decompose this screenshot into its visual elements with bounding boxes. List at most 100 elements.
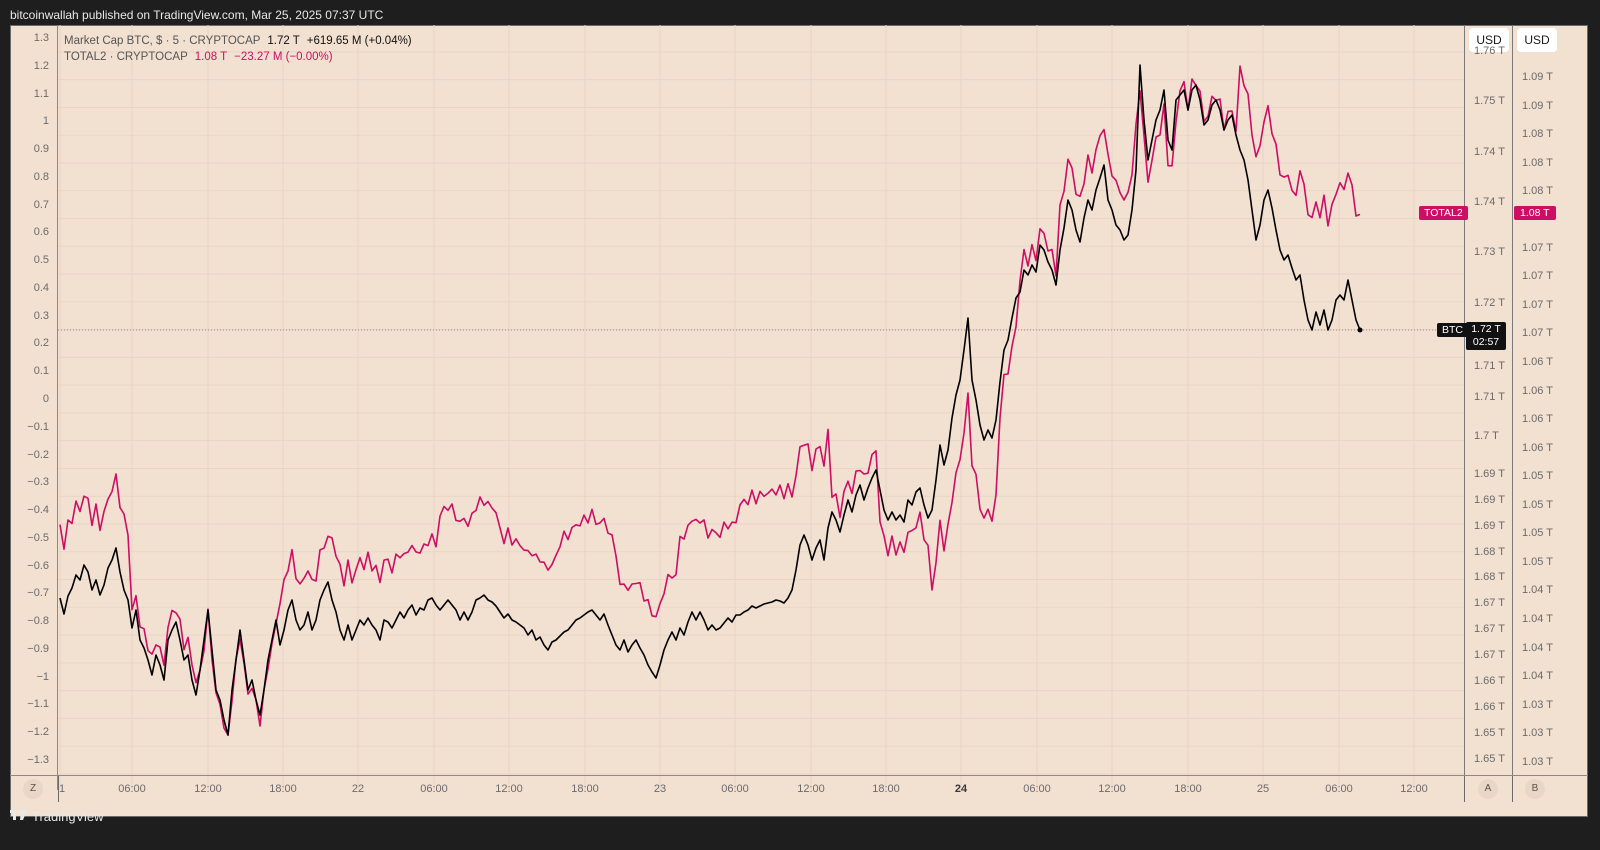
left-axis-tick: 0.6 (33, 226, 49, 239)
price-axis-tick: 1.09 T (1522, 100, 1553, 112)
auto-scale-b-button[interactable]: B (1525, 779, 1545, 799)
price-axis-tick: 1.65 T (1474, 727, 1505, 739)
price-axis-tick: 1.69 T (1474, 520, 1505, 532)
price-axis-tick: 1.68 T (1474, 571, 1505, 583)
auto-scale-a-button[interactable]: A (1478, 779, 1498, 799)
time-axis-tick: 12:00 (1400, 783, 1428, 795)
price-axis-tick: 1.08 T (1522, 157, 1553, 169)
price-axis-tick: 1.65 T (1474, 753, 1505, 765)
legend-total2-label: TOTAL2 · CRYPTOCAP (64, 51, 188, 63)
price-axis-tick: 1.03 T (1522, 727, 1553, 739)
tradingview-brand: TradingView (32, 809, 104, 824)
price-axis-tick: 1.06 T (1522, 385, 1553, 397)
zoom-corner-button[interactable]: Z (23, 779, 43, 799)
left-axis-tick: 1.2 (33, 59, 49, 72)
price-axis-tick: 1.07 T (1522, 242, 1553, 254)
price-axis-tick: 1.75 T (1474, 95, 1505, 107)
price-axis-tick: 1.06 T (1522, 356, 1553, 368)
legend-total2[interactable]: TOTAL2 · CRYPTOCAP 1.08 T −23.27 M (−0.0… (64, 49, 412, 65)
btc-candle-countdown: 02:57 (1472, 336, 1500, 348)
time-axis-tick: 18:00 (1174, 783, 1202, 795)
time-axis-tick: 18:00 (269, 783, 297, 795)
price-axis-tick: 1.07 T (1522, 327, 1553, 339)
time-axis-tick: 25 (1256, 783, 1270, 795)
tradingview-logo-icon (10, 809, 27, 824)
price-axis-tick: 1.72 T (1474, 297, 1505, 309)
left-axis-tick: 0.2 (33, 337, 49, 350)
left-axis-tick: 0.4 (33, 281, 49, 294)
time-axis-tick: 06:00 (1325, 783, 1353, 795)
price-axis-tick: 1.05 T (1522, 556, 1553, 568)
price-axis-tick: 1.71 T (1474, 391, 1505, 403)
left-axis-tick: −0.1 (27, 420, 49, 433)
time-axis-divider (58, 776, 59, 802)
left-axis-tick: −1 (36, 670, 49, 683)
legend-btc-change: +619.65 M (+0.04%) (306, 35, 412, 47)
price-axis-tick: 1.7 T (1474, 430, 1499, 442)
price-axis-tick: 1.06 T (1522, 442, 1553, 454)
legend-btc-value: 1.72 T (267, 35, 300, 47)
left-axis-tick: 1 (42, 115, 49, 128)
legend-total2-change: −23.27 M (−0.00%) (234, 51, 333, 63)
left-axis-tick: −0.7 (27, 587, 49, 600)
price-axis-tick: 1.05 T (1522, 527, 1553, 539)
price-axis-tick: 1.03 T (1522, 756, 1553, 768)
price-axis-tick: 1.09 T (1522, 71, 1553, 83)
left-axis-tick: −0.8 (27, 615, 49, 628)
price-axis-tick: 1.68 T (1474, 546, 1505, 558)
price-axis-tick: 1.71 T (1474, 360, 1505, 372)
left-axis-tick: −0.3 (27, 476, 49, 489)
time-axis-divider (1464, 776, 1465, 802)
time-axis-tick: 06:00 (420, 783, 448, 795)
time-axis-tick: 12:00 (194, 783, 222, 795)
legend-btc-label: Market Cap BTC, $ · 5 · CRYPTOCAP (64, 35, 261, 47)
legend-btc[interactable]: Market Cap BTC, $ · 5 · CRYPTOCAP 1.72 T… (64, 33, 412, 49)
left-axis-tick: −0.5 (27, 531, 49, 544)
price-axis-tick: 1.67 T (1474, 623, 1505, 635)
price-axis-tick: 1.76 T (1474, 45, 1505, 57)
btc-series-tag: BTC (1437, 323, 1468, 337)
price-axis-tick: 1.67 T (1474, 597, 1505, 609)
left-axis-tick: −1.3 (27, 754, 49, 767)
currency-button-b[interactable]: USD (1517, 28, 1557, 52)
published-banner: bitcoinwallah published on TradingView.c… (10, 8, 384, 22)
total2-price-label: 1.08 T (1514, 206, 1556, 220)
price-axis-tick: 1.05 T (1522, 470, 1553, 482)
price-axis-tick: 1.07 T (1522, 270, 1553, 282)
chart-plot-area[interactable] (58, 25, 1464, 790)
tradingview-logo[interactable]: TradingView (10, 809, 104, 824)
time-axis-tick: 06:00 (118, 783, 146, 795)
left-axis-tick: −1.1 (27, 698, 49, 711)
total2-series-tag: TOTAL2 (1419, 206, 1468, 220)
left-axis-tick: 0.8 (33, 170, 49, 183)
price-axis-tick: 1.04 T (1522, 670, 1553, 682)
left-axis-tick: 0.1 (33, 365, 49, 378)
price-axis-tick: 1.08 T (1522, 185, 1553, 197)
left-price-axis[interactable]: 1.3 1.2 1.1 1 0.9 0.8 0.7 0.6 0.5 0.4 0.3 0.2 0.1 0 −0… (10, 25, 58, 790)
total2-price-axis[interactable]: USD 1.09 T 1.09 T 1.08 T 1.08 T 1.08 T 1.07 T… (1512, 25, 1562, 790)
price-axis-tick: 1.73 T (1474, 246, 1505, 258)
left-axis-tick: −0.4 (27, 504, 49, 517)
chart-legend: Market Cap BTC, $ · 5 · CRYPTOCAP 1.72 T… (64, 33, 412, 65)
legend-total2-value: 1.08 T (194, 51, 227, 63)
left-axis-tick: 0.7 (33, 198, 49, 211)
price-axis-tick: 1.74 T (1474, 196, 1505, 208)
price-axis-tick: 1.67 T (1474, 649, 1505, 661)
time-axis[interactable]: Z A B 1 06:00 12:00 18:00 22 06:00 12:00 18:00 2… (10, 775, 1588, 802)
left-axis-tick: −0.6 (27, 559, 49, 572)
price-axis-tick: 1.69 T (1474, 494, 1505, 506)
price-axis-tick: 1.69 T (1474, 468, 1505, 480)
footer: TradingView (0, 801, 1600, 850)
left-axis-tick: 0.9 (33, 143, 49, 156)
time-axis-tick: 24 (954, 783, 968, 795)
price-axis-tick: 1.06 T (1522, 413, 1553, 425)
btc-price-axis[interactable]: USD 1.76 T 1.75 T 1.74 T 1.74 T 1.73 T 1.72 T… (1464, 25, 1512, 790)
currency-button-a[interactable]: USD (1469, 28, 1509, 52)
time-axis-tick: 1 (58, 783, 66, 795)
left-axis-tick: 0.5 (33, 254, 49, 267)
price-axis-tick: 1.03 T (1522, 699, 1553, 711)
price-axis-tick: 1.66 T (1474, 675, 1505, 687)
price-axis-tick: 1.05 T (1522, 499, 1553, 511)
btc-line (59, 64, 1361, 736)
time-axis-tick: 22 (351, 783, 365, 795)
